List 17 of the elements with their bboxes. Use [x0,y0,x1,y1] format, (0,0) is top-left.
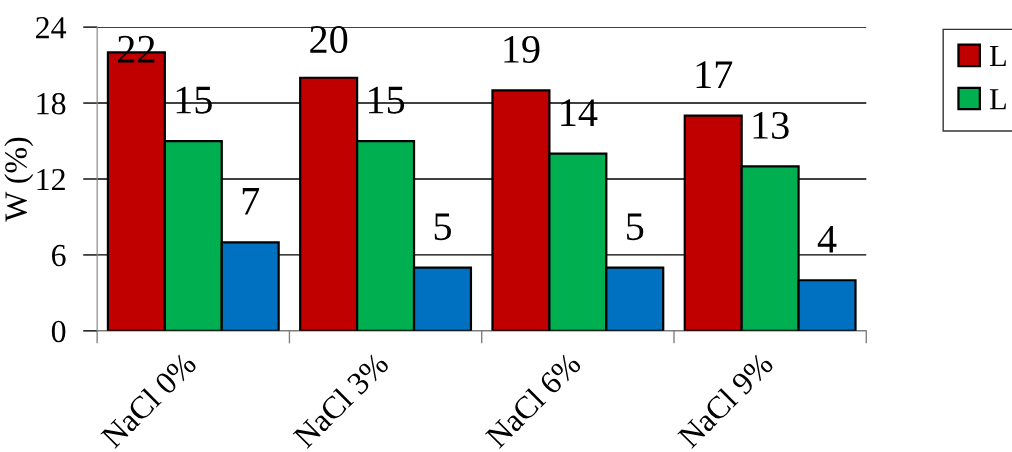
legend-label: L [989,46,1006,67]
data-label: 7 [242,188,260,215]
data-label: 14 [561,99,598,126]
y-tick-label: 0 [51,320,66,343]
data-label: 5 [434,213,451,241]
data-label: 17 [696,61,733,88]
y-tick-label: 12 [37,168,65,191]
data-label: 13 [753,111,789,139]
y-tick-label: 18 [37,92,66,115]
data-label: 20 [310,25,348,54]
y-tick-label: 6 [52,244,66,267]
legend-label: L [989,89,1006,110]
y-axis-title: W (%) [4,137,34,222]
data-label: 5 [627,213,644,241]
data-label: 4 [817,225,837,253]
y-tick-label: 24 [36,17,67,39]
data-label: 19 [504,35,540,64]
